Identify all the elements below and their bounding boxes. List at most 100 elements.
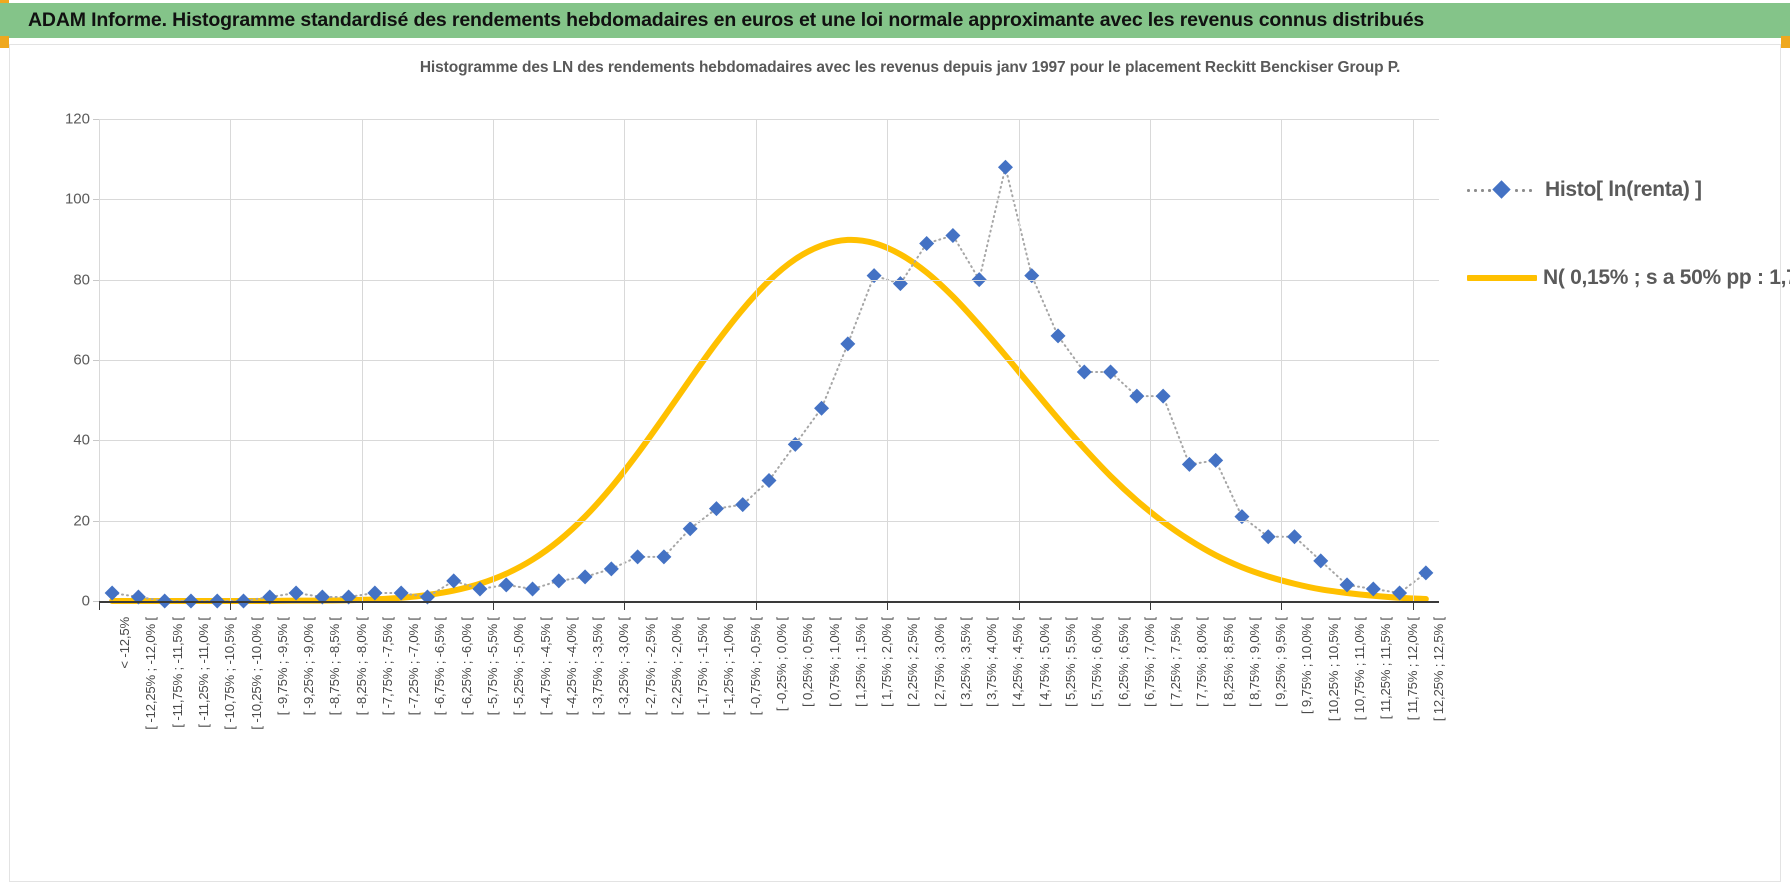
x-axis-tick-mark [887, 601, 889, 610]
chart-title: Histogramme des LN des rendements hebdom… [419, 59, 1401, 76]
data-point-marker[interactable] [814, 400, 830, 416]
x-axis-tick-label: [ 2,25% ; 2,5% [ [905, 617, 921, 707]
x-axis-tick-label: [ 0,25% ; 0,5% [ [800, 617, 816, 707]
y-axis-tick-mark [93, 520, 99, 522]
y-gridline [99, 199, 1439, 201]
x-axis-tick-label: [ -4,75% ; -4,5% [ [537, 617, 553, 716]
y-axis-tick-label: 20 [73, 512, 90, 530]
data-point-marker[interactable] [997, 159, 1013, 175]
data-point-marker[interactable] [656, 549, 672, 565]
y-axis-tick-label: 80 [73, 271, 90, 289]
x-axis-tick-label: [ -3,25% ; -3,0% [ [616, 617, 632, 716]
y-gridline [99, 440, 1439, 442]
data-point-marker[interactable] [1313, 553, 1329, 569]
x-axis-tick-label: [ 9,75% ; 10,0% [ [1299, 617, 1315, 715]
data-point-marker[interactable] [1286, 529, 1302, 545]
data-point-marker[interactable] [1050, 328, 1066, 344]
x-axis-tick-mark [1281, 601, 1283, 610]
y-gridline [99, 119, 1439, 120]
data-point-marker[interactable] [551, 573, 567, 589]
data-point-marker[interactable] [262, 589, 278, 605]
plot-area[interactable]: 0 20 40 60 80 100 120 [65, 111, 1439, 610]
data-point-marker[interactable] [761, 473, 777, 488]
x-axis-tick-label: [ 10,75% ; 11,0% [ [1352, 617, 1368, 721]
data-point-marker[interactable] [708, 501, 724, 517]
data-point-marker[interactable] [866, 268, 882, 284]
data-point-marker[interactable] [787, 436, 803, 452]
x-axis-tick-label: [ 0,75% ; 1,0% [ [826, 617, 842, 707]
x-axis-tick-label: [ 7,75% ; 8,0% [ [1194, 617, 1210, 707]
data-point-marker[interactable] [498, 577, 514, 593]
y-gridline [99, 360, 1439, 361]
data-point-marker[interactable] [892, 276, 908, 292]
y-axis-tick-mark [93, 440, 99, 442]
x-axis-tick-label: [ -12,25% ; -12,0% [ [143, 617, 159, 730]
x-axis-tick-label: [ -9,25% ; -9,0% [ [301, 617, 317, 716]
data-point-marker[interactable] [1234, 509, 1250, 525]
x-axis-tick-label: [ 1,25% ; 1,5% [ [852, 617, 868, 707]
data-point-marker[interactable] [1024, 268, 1040, 284]
data-point-marker[interactable] [1392, 585, 1408, 601]
x-gridline [887, 119, 889, 601]
x-axis-tick-label: [ -6,75% ; -6,5% [ [432, 617, 448, 716]
data-point-marker[interactable] [1418, 565, 1434, 581]
data-point-marker[interactable] [1260, 529, 1276, 545]
data-point-marker[interactable] [130, 589, 146, 605]
normal-curve [109, 236, 1429, 605]
x-axis-tick-label: < -12,5% [117, 617, 133, 669]
x-axis-tick-label: [ 9,25% ; 9,5% [ [1273, 617, 1289, 707]
data-point-marker[interactable] [393, 585, 409, 601]
x-gridline [1149, 119, 1151, 601]
data-point-marker[interactable] [1208, 452, 1224, 468]
legend-item-histo[interactable]: Histo[ ln(renta) ] [1465, 170, 1765, 210]
data-point-marker[interactable] [840, 336, 856, 352]
data-point-marker[interactable] [1103, 364, 1119, 380]
data-point-marker[interactable] [682, 521, 698, 537]
data-point-marker[interactable] [104, 585, 120, 601]
data-point-marker[interactable] [1365, 581, 1381, 597]
data-point-marker[interactable] [603, 561, 619, 577]
data-point-marker[interactable] [1076, 364, 1092, 380]
data-point-marker[interactable] [525, 581, 541, 597]
data-point-marker[interactable] [630, 549, 646, 565]
data-point-marker[interactable] [735, 497, 751, 513]
x-axis-tick-label: [ 8,25% ; 8,5% [ [1220, 617, 1236, 707]
data-point-marker[interactable] [446, 573, 462, 589]
data-point-marker[interactable] [919, 236, 935, 252]
data-point-marker[interactable] [1155, 388, 1171, 404]
data-point-marker[interactable] [367, 585, 383, 601]
x-axis-tick-label: [ 10,25% ; 10,5% [ [1325, 617, 1341, 722]
data-point-marker[interactable] [1339, 577, 1355, 593]
header-banner: ADAM Informe. Histogramme standardisé de… [0, 3, 1790, 38]
x-axis-tick-label: [ 5,25% ; 5,5% [ [1063, 617, 1079, 707]
x-axis-tick-mark [230, 601, 232, 610]
data-point-marker[interactable] [577, 569, 593, 585]
data-point-marker[interactable] [314, 589, 330, 605]
x-axis-tick-label: [ -7,25% ; -7,0% [ [406, 617, 422, 716]
y-gridline [99, 520, 1439, 522]
diamond-marker-icon [1465, 180, 1539, 200]
x-axis-tick-label: [ -0,75% ; -0,5% [ [747, 617, 763, 716]
x-axis-tick-label: [ 4,75% ; 5,0% [ [1036, 617, 1052, 707]
x-axis-tick-label: [ 8,75% ; 9,0% [ [1246, 617, 1262, 707]
chart-container[interactable]: Histogramme des LN des rendements hebdom… [9, 44, 1790, 882]
data-point-marker[interactable] [341, 589, 357, 605]
x-axis-tick-label: [ -11,25% ; -11,0% [ [195, 617, 211, 728]
data-point-marker[interactable] [1181, 456, 1197, 472]
data-point-marker[interactable] [1129, 388, 1145, 404]
series-layer [104, 159, 1434, 609]
chart-legend: Histo[ ln(renta) ] N( 0,15% ; s a 50% pp… [1465, 170, 1790, 346]
x-axis-tick-label: [ 6,25% ; 6,5% [ [1115, 617, 1131, 707]
x-axis-tick-label: [ -2,25% ; -2,0% [ [668, 617, 684, 716]
x-axis-tick-mark [755, 601, 757, 610]
x-axis-tick-label: [ 5,75% ; 6,0% [ [1089, 617, 1105, 707]
x-gridline [1281, 119, 1283, 601]
x-axis-tick-label: [ 1,75% ; 2,0% [ [879, 617, 895, 707]
data-point-marker[interactable] [472, 581, 488, 597]
x-gridline [1018, 119, 1020, 601]
legend-item-normal[interactable]: N( 0,15% ; s a 50% pp : 1,7% ) [1465, 258, 1790, 298]
data-point-marker[interactable] [288, 585, 304, 601]
data-point-marker[interactable] [945, 227, 961, 243]
data-point-marker[interactable] [419, 589, 435, 605]
y-axis-tick-mark [93, 360, 99, 361]
